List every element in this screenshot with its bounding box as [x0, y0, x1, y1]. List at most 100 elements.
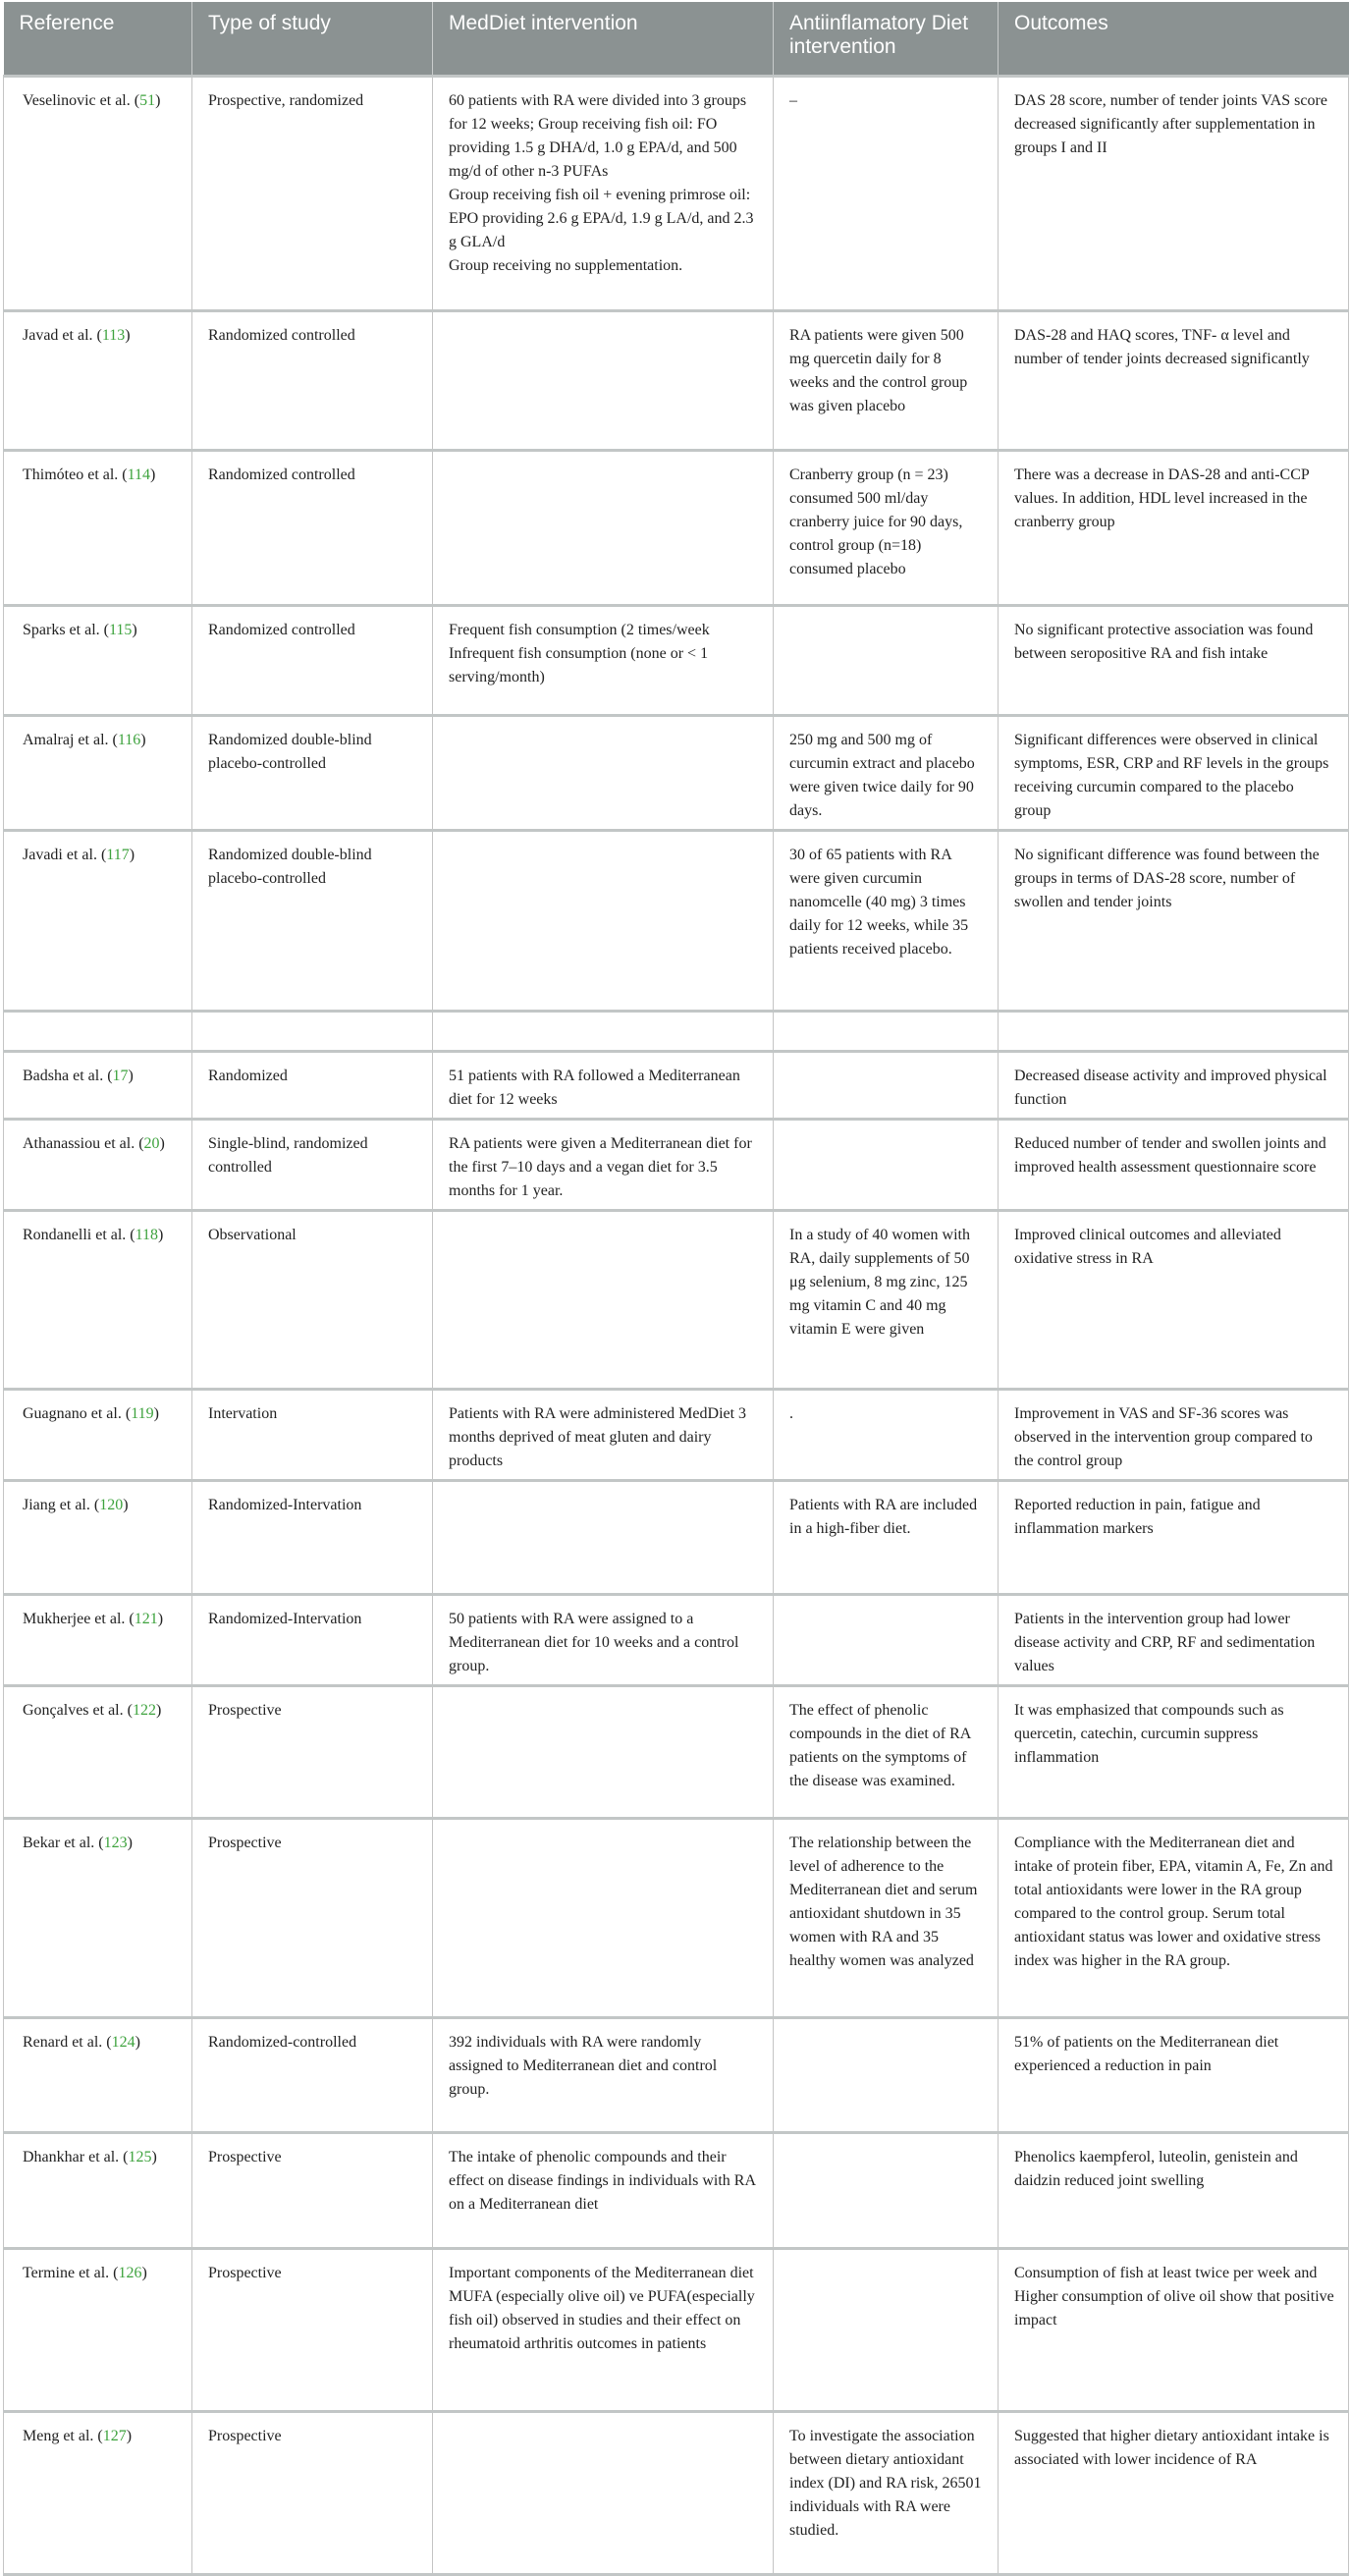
cell-antiinflamatory-intervention: [773, 1118, 999, 1211]
reference-link[interactable]: 126: [118, 2265, 142, 2281]
reference-close-paren: ): [126, 2428, 133, 2444]
reference-close-paren: ): [125, 327, 131, 344]
cell-meddiet-intervention: [432, 829, 774, 1012]
cell-reference: Guagnano et al. (119): [3, 1388, 192, 1481]
reference-author: Thimóteo et al. (: [23, 466, 128, 483]
cell-antiinflamatory-intervention: [773, 1593, 999, 1686]
cell-outcomes: Suggested that higher dietary antioxidan…: [998, 2410, 1349, 2576]
cell-meddiet-intervention: [432, 449, 774, 606]
cell-outcomes: There was a decrease in DAS-28 and anti-…: [998, 449, 1349, 606]
cell-type-of-study: Prospective: [191, 1684, 433, 1819]
cell-reference: Javad et al. (113): [3, 309, 192, 451]
table-row: Termine et al. (126) Prospective Important…: [3, 2247, 1349, 2412]
reference-link[interactable]: 119: [131, 1405, 154, 1422]
table-header-row: Reference Type of study MedDiet interven…: [3, 2, 1349, 77]
cell-reference: Javadi et al. (117): [3, 829, 192, 1012]
header-type-of-study: Type of study: [191, 2, 433, 77]
cell-type-of-study: Prospective: [191, 1817, 433, 2018]
reference-close-paren: ): [151, 2149, 157, 2165]
cell-antiinflamatory-intervention: In a study of 40 women with RA, daily su…: [773, 1209, 999, 1390]
cell-meddiet-intervention: [432, 714, 774, 831]
studies-table: Reference Type of study MedDiet interven…: [3, 2, 1349, 2576]
cell-meddiet-intervention: [432, 1010, 774, 1052]
table-row: Gonçalves et al. (122) Prospective The eff…: [3, 1684, 1349, 1819]
cell-reference: Amalraj et al. (116): [3, 714, 192, 831]
cell-type-of-study: Randomized-Intervation: [191, 1593, 433, 1686]
header-reference: Reference: [3, 2, 192, 77]
cell-reference: Renard et al. (124): [3, 2016, 192, 2133]
cell-antiinflamatory-intervention: –: [773, 75, 999, 311]
cell-outcomes: DAS-28 and HAQ scores, TNF- α level and …: [998, 309, 1349, 451]
reference-close-paren: ): [150, 466, 156, 483]
cell-meddiet-intervention: 392 individuals with RA were randomly as…: [432, 2016, 774, 2133]
table-row: Jiang et al. (120) Randomized-Intervation…: [3, 1479, 1349, 1595]
cell-reference: Dhankhar et al. (125): [3, 2131, 192, 2249]
reference-author: Guagnano et al. (: [23, 1405, 132, 1422]
reference-author: Badsha et al. (: [23, 1068, 113, 1084]
reference-author: Jiang et al. (: [23, 1497, 100, 1513]
reference-close-paren: ): [132, 622, 137, 638]
reference-link[interactable]: 113: [101, 327, 126, 344]
reference-link[interactable]: 17: [112, 1068, 129, 1084]
cell-meddiet-intervention: RA patients were given a Mediterranean d…: [432, 1118, 774, 1211]
reference-close-paren: ): [127, 1835, 133, 1851]
reference-close-paren: ): [153, 1405, 159, 1422]
cell-type-of-study: [191, 1010, 433, 1052]
cell-outcomes: Compliance with the Mediterranean diet a…: [998, 1817, 1349, 2018]
cell-antiinflamatory-intervention: The relationship between the level of ad…: [773, 1817, 999, 2018]
cell-outcomes: DAS 28 score, number of tender joints VA…: [998, 75, 1349, 311]
table-row: Dhankhar et al. (125) Prospective The inta…: [3, 2131, 1349, 2249]
cell-reference: [3, 1010, 192, 1052]
reference-link[interactable]: 121: [134, 1611, 158, 1627]
cell-antiinflamatory-intervention: [773, 1010, 999, 1052]
cell-meddiet-intervention: 50 patients with RA were assigned to a M…: [432, 1593, 774, 1686]
reference-close-paren: ): [157, 1611, 164, 1627]
cell-antiinflamatory-intervention: [773, 1050, 999, 1120]
cell-antiinflamatory-intervention: 30 of 65 patients with RA were given cur…: [773, 829, 999, 1012]
reference-link[interactable]: 123: [103, 1835, 128, 1851]
reference-link[interactable]: 114: [127, 466, 151, 483]
reference-link[interactable]: 117: [106, 847, 130, 863]
cell-reference: Veselinovic et al. (51): [3, 75, 192, 311]
reference-link[interactable]: 127: [102, 2428, 127, 2444]
table-row: Meng et al. (127) Prospective To investiga…: [3, 2410, 1349, 2576]
reference-link[interactable]: 125: [128, 2149, 152, 2165]
reference-link[interactable]: 124: [111, 2034, 135, 2051]
table-row: Badsha et al. (17) Randomized 51 patients …: [3, 1050, 1349, 1120]
reference-author: Bekar et al. (: [23, 1835, 104, 1851]
cell-type-of-study: Randomized: [191, 1050, 433, 1120]
cell-outcomes: It was emphasized that compounds such as…: [998, 1684, 1349, 1819]
reference-link[interactable]: 120: [99, 1497, 124, 1513]
cell-type-of-study: Randomized double-blind placebo-controll…: [191, 714, 433, 831]
cell-outcomes: Patients in the intervention group had l…: [998, 1593, 1349, 1686]
cell-antiinflamatory-intervention: Patients with RA are included in a high-…: [773, 1479, 999, 1595]
reference-link[interactable]: 20: [143, 1135, 160, 1152]
cell-reference: Athanassiou et al. (20): [3, 1118, 192, 1211]
cell-type-of-study: Randomized controlled: [191, 449, 433, 606]
cell-meddiet-intervention: [432, 1817, 774, 2018]
reference-close-paren: ): [155, 1702, 162, 1719]
cell-antiinflamatory-intervention: [773, 2247, 999, 2412]
table-row: Rondanelli et al. (118) Observational In a…: [3, 1209, 1349, 1390]
cell-reference: Termine et al. (126): [3, 2247, 192, 2412]
reference-link[interactable]: 115: [108, 622, 133, 638]
cell-type-of-study: Prospective: [191, 2410, 433, 2576]
cell-antiinflamatory-intervention: The effect of phenolic compounds in the …: [773, 1684, 999, 1819]
cell-type-of-study: Intervation: [191, 1388, 433, 1481]
table-row: Mukherjee et al. (121) Randomized-Interva…: [3, 1593, 1349, 1686]
cell-reference: Gonçalves et al. (122): [3, 1684, 192, 1819]
reference-author: Termine et al. (: [23, 2265, 119, 2281]
cell-antiinflamatory-intervention: 250 mg and 500 mg of curcumin extract an…: [773, 714, 999, 831]
reference-close-paren: ): [135, 2034, 140, 2051]
cell-meddiet-intervention: [432, 309, 774, 451]
reference-link[interactable]: 118: [135, 1227, 159, 1243]
reference-link[interactable]: 116: [117, 732, 141, 748]
cell-reference: Bekar et al. (123): [3, 1817, 192, 2018]
cell-outcomes: Significant differences were observed in…: [998, 714, 1349, 831]
reference-close-paren: ): [141, 2265, 147, 2281]
reference-author: Athanassiou et al. (: [23, 1135, 144, 1152]
cell-reference: Mukherjee et al. (121): [3, 1593, 192, 1686]
cell-reference: Sparks et al. (115): [3, 604, 192, 716]
reference-link[interactable]: 51: [139, 92, 156, 109]
reference-link[interactable]: 122: [132, 1702, 156, 1719]
